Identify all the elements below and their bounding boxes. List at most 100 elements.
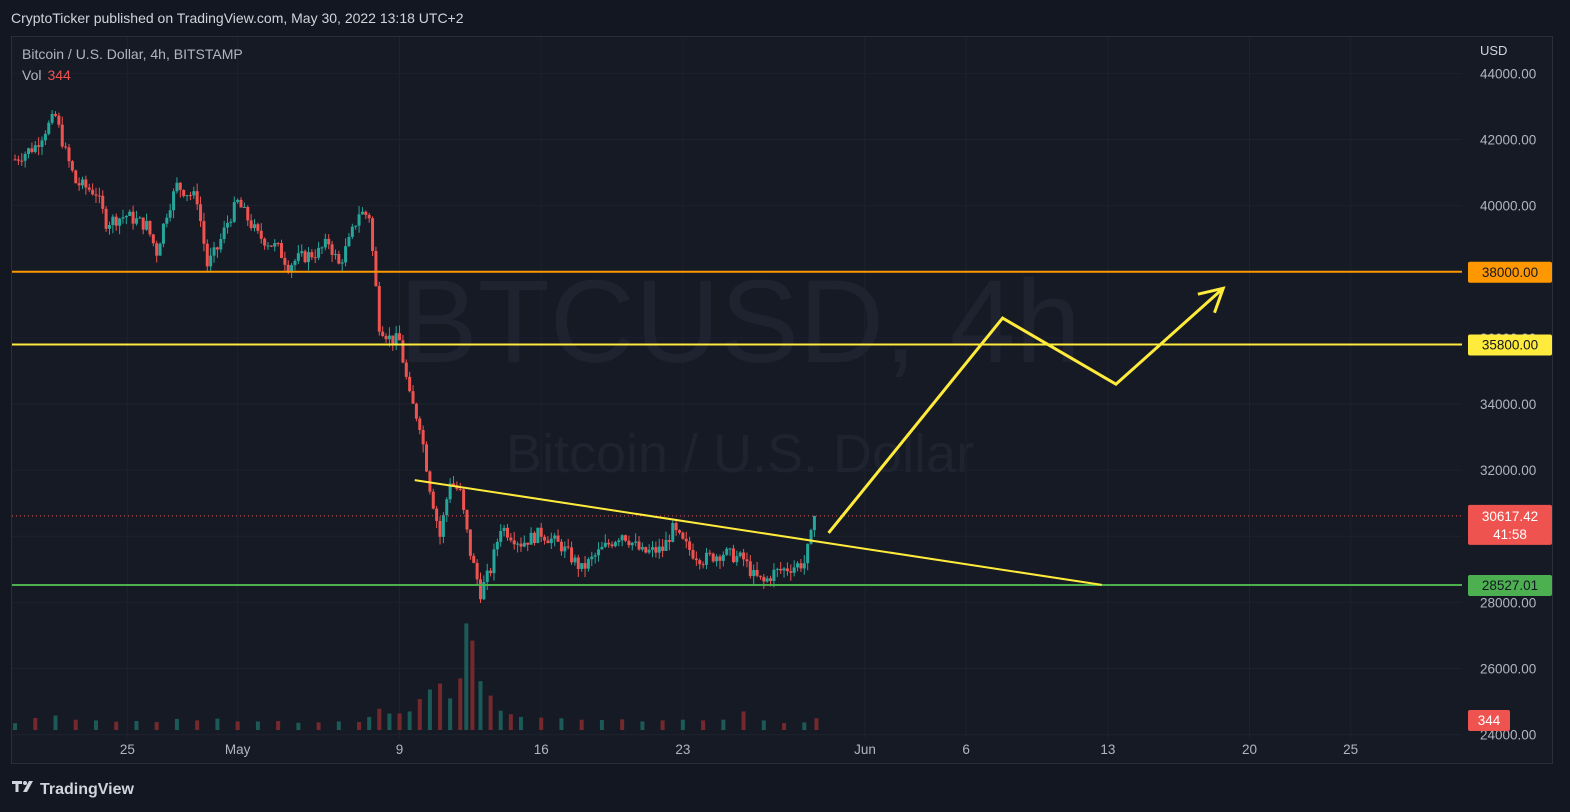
tradingview-brand[interactable]: TradingView (12, 780, 134, 799)
candle-body (441, 515, 445, 537)
candle-body (516, 543, 520, 545)
candle-body (259, 230, 263, 239)
x-tick-label: 13 (1100, 742, 1115, 757)
candle-body (785, 568, 789, 572)
volume-bar (427, 689, 432, 730)
candle-body (758, 575, 762, 577)
volume-bar (470, 640, 475, 730)
candle-body (398, 333, 402, 341)
candle-body (681, 532, 685, 539)
candle-body (603, 542, 607, 547)
candle-body (462, 489, 466, 510)
candle-body (468, 529, 472, 556)
current-price-badge (1468, 504, 1552, 545)
candle-body (583, 563, 587, 569)
candle-body (613, 542, 617, 547)
symbol-label[interactable]: Bitcoin / U.S. Dollar, 4h, BITSTAMP (22, 46, 243, 62)
volume-bar (276, 721, 281, 730)
candle-body (333, 254, 337, 256)
candle-body (219, 239, 223, 250)
candle-body (529, 532, 533, 545)
candle-body (738, 552, 742, 557)
volume-bar (357, 722, 362, 730)
tradingview-brand-label: TradingView (40, 781, 134, 798)
candle-body (421, 430, 425, 445)
candle-body (620, 535, 624, 541)
axis-currency: USD (1480, 43, 1507, 58)
candle-body (246, 206, 250, 221)
volume-bar (316, 722, 321, 730)
candle-body (347, 236, 351, 247)
candle-body (199, 204, 203, 222)
candle-body (769, 578, 773, 581)
candle-body (792, 567, 796, 573)
candle-body (16, 159, 20, 161)
candle-body (323, 238, 327, 248)
volume-bar (701, 720, 706, 730)
candle-body (644, 547, 648, 553)
candle-body (715, 556, 719, 562)
candle-body (566, 546, 570, 548)
level-badge (1468, 261, 1552, 283)
candle-body (731, 548, 735, 563)
candle-body (182, 189, 186, 196)
candle-body (185, 195, 189, 197)
candle-body (367, 214, 371, 219)
candle-body (317, 247, 321, 258)
candle-body (269, 245, 273, 247)
candle-body (229, 221, 233, 223)
candle-body (509, 537, 513, 541)
candle-body (708, 552, 712, 554)
candle-body (84, 179, 88, 188)
volume-bar (377, 708, 382, 730)
watermark-ticker: BTCUSD, 4h (399, 256, 1081, 388)
volume-bar (387, 713, 392, 730)
candle-body (765, 578, 769, 582)
watermark-name: Bitcoin / U.S. Dollar (506, 424, 974, 484)
volume-bar (448, 698, 453, 730)
candle-body (573, 557, 577, 563)
y-tick-label: 28000.00 (1480, 595, 1536, 610)
candle-body (651, 547, 655, 550)
candle-body (684, 538, 688, 542)
candle-body (306, 252, 310, 263)
candle-body (172, 191, 176, 211)
candle-body (354, 225, 358, 227)
candle-body (253, 224, 257, 229)
candle-body (543, 536, 547, 541)
candle-body (145, 220, 149, 230)
candle-body (411, 391, 415, 404)
candle-body (590, 556, 594, 560)
candle-body (131, 211, 135, 224)
candle-body (772, 569, 776, 581)
candle-body (303, 251, 307, 263)
volume-badge-label: 344 (1478, 713, 1501, 728)
volume-bar (721, 719, 726, 730)
y-tick-label: 42000.00 (1480, 133, 1536, 148)
candle-body (698, 560, 702, 565)
candle-body (721, 554, 725, 561)
candle-body (293, 260, 297, 266)
candle-body (205, 243, 209, 267)
candle-body (725, 548, 729, 555)
volume-bar (367, 716, 372, 730)
candle-body (374, 250, 378, 287)
candle-body (607, 542, 611, 545)
candle-body (580, 563, 584, 569)
candle-body (54, 114, 58, 116)
candle-body (742, 552, 746, 560)
candle-body (360, 211, 364, 215)
candle-body (60, 124, 64, 147)
candle-body (161, 223, 165, 244)
volume-bar (255, 721, 260, 730)
candle-body (600, 546, 604, 550)
candle-body (755, 570, 759, 576)
candle-body (391, 335, 395, 344)
candle-body (408, 376, 412, 392)
candle-body (128, 211, 132, 216)
candle-body (775, 568, 779, 570)
volume-label: Vol (22, 67, 42, 83)
candle-body (667, 540, 671, 542)
candle-body (70, 161, 74, 171)
